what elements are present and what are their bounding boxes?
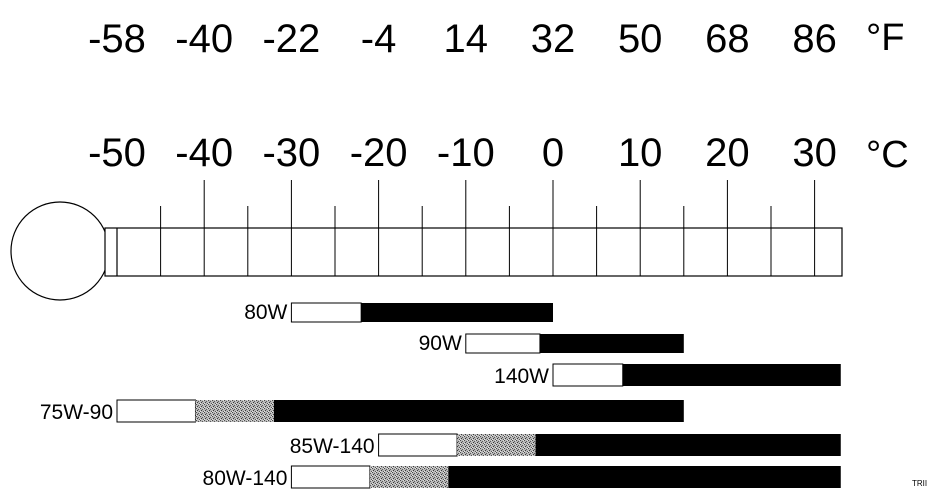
fahrenheit-tick-label: -58 [88, 17, 146, 61]
bar-segment-suitable [539, 334, 684, 353]
oil-grade-label: 140W [494, 365, 549, 388]
oil-bar: 90W [419, 332, 684, 355]
thermometer-bulb [10, 201, 110, 301]
oil-grade-label: 80W-140 [203, 467, 288, 489]
fahrenheit-tick-label: 50 [618, 17, 663, 61]
fahrenheit-tick-label: 14 [444, 17, 489, 61]
bar-segment-unsuitable [465, 333, 541, 354]
oil-grade-label: 75W-90 [40, 401, 113, 424]
fahrenheit-tick-label: 68 [705, 17, 750, 61]
celsius-tick-label: -30 [262, 131, 320, 175]
bar-segment-suitable [273, 400, 684, 422]
bar-segment-suitable [622, 364, 841, 386]
bar-segment-unsuitable [552, 363, 624, 387]
oil-bar: 140W [494, 363, 841, 388]
thermometer-ticks [160, 180, 816, 276]
thermometer [10, 180, 843, 301]
bar-segment-transitional [457, 434, 536, 456]
bar-segment-transitional [369, 466, 449, 488]
oil-bar: 80W [244, 301, 553, 324]
bar-segment-unsuitable [290, 465, 371, 489]
fahrenheit-unit-label: °F [866, 17, 904, 59]
fahrenheit-tick-label: 86 [792, 17, 837, 61]
celsius-scale: -50 -40 -30 -20 -10 0 10 20 30 [88, 131, 837, 175]
bar-segment-suitable [535, 434, 841, 456]
celsius-tick-label: -20 [350, 131, 408, 175]
celsius-tick-label: -10 [437, 131, 495, 175]
bar-segment-unsuitable [116, 399, 196, 423]
oil-grade-label: 80W [244, 301, 287, 324]
celsius-unit-label: °C [866, 134, 909, 176]
fahrenheit-scale: -58 -40 -22 -4 14 32 50 68 86 [88, 17, 837, 61]
celsius-tick-label: 20 [705, 131, 750, 175]
bar-segment-suitable [361, 303, 553, 322]
fahrenheit-tick-label: -40 [175, 17, 233, 61]
bar-segment-unsuitable [290, 302, 362, 323]
fahrenheit-tick-label: 32 [531, 17, 576, 61]
bar-segment-suitable [448, 466, 841, 488]
bar-segment-transitional [195, 400, 274, 422]
corner-mark: TRII [912, 479, 927, 488]
celsius-tick-label: 10 [618, 131, 663, 175]
oil-bar: 85W-140 [290, 433, 841, 458]
oil-grade-label: 90W [419, 332, 462, 355]
celsius-tick-label: 30 [792, 131, 837, 175]
fahrenheit-tick-label: -4 [361, 17, 397, 61]
fahrenheit-tick-label: -22 [262, 17, 320, 61]
oil-bar: 80W-140 [203, 465, 841, 489]
celsius-tick-label: -50 [88, 131, 146, 175]
oil-grade-label: 85W-140 [290, 435, 375, 458]
thermometer-tube [104, 227, 843, 277]
celsius-tick-label: 0 [542, 131, 564, 175]
oil-bar: 75W-90 [40, 399, 684, 424]
bar-segment-unsuitable [378, 433, 458, 457]
celsius-tick-label: -40 [175, 131, 233, 175]
